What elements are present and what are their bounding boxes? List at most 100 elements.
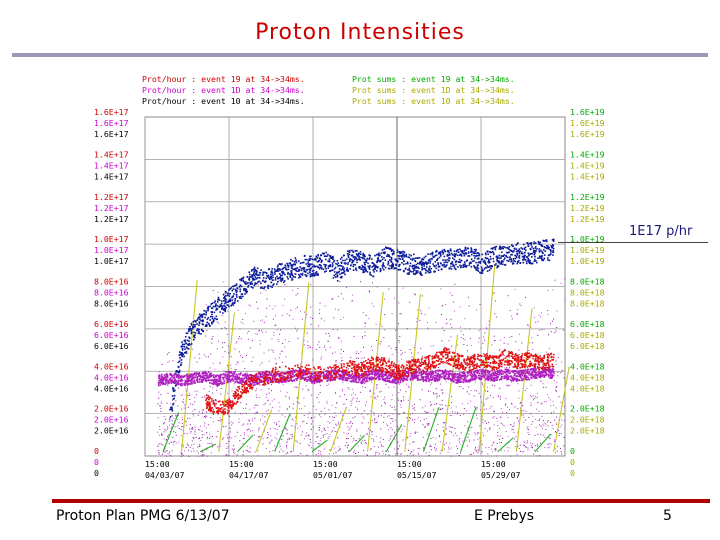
scatter-point: [538, 410, 540, 412]
scatter-point: [406, 377, 408, 379]
series-point-blue_trace: [300, 269, 303, 272]
series-point-blue_trace: [218, 299, 221, 301]
scatter-point: [248, 428, 250, 430]
series-point-blue_trace: [211, 315, 214, 318]
scatter-point: [246, 371, 248, 373]
scatter-point: [400, 400, 402, 402]
series-point-blue_trace: [419, 261, 421, 264]
series-point-blue_trace: [266, 274, 268, 277]
series-point-purple_trace: [234, 375, 237, 378]
scatter-point: [469, 439, 471, 441]
scatter-point: [320, 358, 322, 360]
series-point-blue_trace: [296, 270, 298, 272]
series-point-blue_trace: [306, 258, 308, 261]
scatter-point: [326, 385, 328, 387]
series-point-blue_trace: [428, 258, 431, 261]
series-point-blue_trace: [336, 275, 339, 278]
scatter-point: [518, 353, 520, 355]
scatter-point: [530, 402, 532, 404]
series-point-purple_trace: [307, 372, 310, 374]
scatter-point: [277, 339, 279, 341]
scatter-point: [346, 442, 348, 444]
series-point-blue_trace: [332, 264, 334, 266]
scatter-point: [360, 281, 362, 283]
scatter-point: [183, 404, 185, 406]
series-point-purple_trace: [241, 379, 243, 381]
scatter-point: [197, 414, 199, 416]
scatter-point: [311, 394, 313, 396]
scatter-point: [180, 444, 182, 446]
scatter-point: [442, 422, 444, 424]
series-point-purple_trace: [186, 379, 189, 381]
series-point-purple_trace: [249, 374, 252, 377]
scatter-point: [246, 332, 248, 334]
scatter-point: [293, 455, 295, 457]
series-point-purple_trace: [318, 380, 321, 383]
scatter-point: [174, 441, 176, 443]
scatter-point: [414, 294, 416, 296]
scatter-point: [313, 405, 315, 407]
scatter-point: [175, 434, 177, 436]
series-point-blue_trace: [538, 257, 541, 259]
scatter-point: [523, 357, 525, 359]
scatter-point: [402, 287, 404, 289]
scatter-point: [249, 447, 251, 449]
series-point-blue_trace: [403, 256, 405, 258]
series-point-purple_trace: [205, 377, 208, 379]
series-point-blue_trace: [309, 255, 311, 258]
scatter-point: [233, 449, 235, 451]
scatter-point: [296, 401, 298, 403]
scatter-point: [490, 405, 492, 407]
scatter-point: [563, 445, 565, 447]
scatter-point: [167, 361, 169, 363]
scatter-point: [227, 345, 229, 347]
series-point-blue_trace: [492, 252, 495, 254]
scatter-point: [534, 418, 536, 420]
scatter-point: [299, 408, 301, 410]
scatter-point: [380, 341, 382, 343]
series-point-purple_trace: [186, 377, 189, 380]
scatter-point: [413, 449, 415, 451]
scatter-point: [537, 433, 539, 435]
scatter-point: [198, 443, 200, 445]
scatter-point: [532, 348, 534, 350]
series-point-purple_trace: [181, 382, 183, 385]
scatter-point: [428, 423, 430, 425]
series-point-blue_trace: [460, 250, 462, 252]
scatter-point: [217, 446, 219, 448]
scatter-point: [233, 383, 235, 385]
scatter-point: [427, 455, 429, 457]
series-point-blue_trace: [531, 262, 534, 265]
scatter-point: [483, 339, 485, 341]
series-point-purple_trace: [277, 381, 280, 383]
series-point-blue_trace: [393, 267, 395, 270]
series-point-blue_trace: [506, 256, 508, 259]
series-point-blue_trace: [234, 301, 236, 304]
series-point-blue_trace: [421, 264, 423, 266]
scatter-point: [209, 437, 211, 439]
scatter-point: [344, 403, 346, 405]
scatter-point: [308, 380, 310, 382]
scatter-point: [212, 302, 214, 304]
scatter-point: [524, 389, 526, 391]
series-point-purple_trace: [184, 379, 187, 382]
scatter-point: [468, 305, 470, 307]
series-point-blue_trace: [441, 249, 444, 252]
series-point-purple_trace: [294, 369, 297, 372]
scatter-point: [284, 371, 286, 373]
series-point-blue_trace: [196, 319, 199, 321]
series-point-blue_trace: [279, 276, 281, 278]
scatter-point: [511, 336, 513, 338]
series-point-purple_trace: [175, 379, 177, 382]
series-point-blue_trace: [181, 343, 184, 346]
scatter-point: [256, 397, 258, 399]
series-point-blue_trace: [376, 260, 379, 262]
scatter-point: [399, 413, 401, 415]
scatter-point: [356, 398, 358, 400]
scatter-point: [549, 322, 551, 324]
series-point-blue_trace: [457, 266, 459, 268]
scatter-point: [417, 352, 419, 354]
scatter-point: [312, 426, 314, 428]
scatter-point: [503, 425, 505, 427]
scatter-point: [395, 329, 397, 331]
